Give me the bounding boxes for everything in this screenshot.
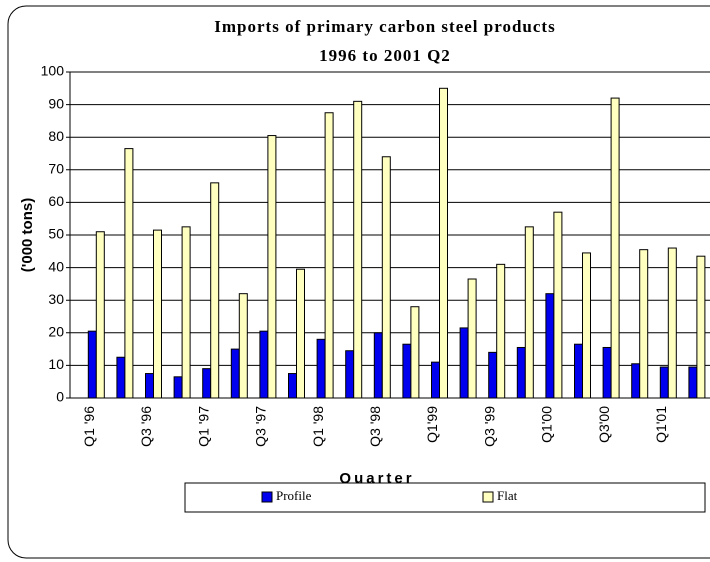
y-tick-label: 20 <box>48 324 64 340</box>
bar <box>124 148 134 399</box>
bar <box>439 87 448 399</box>
bar <box>87 330 97 399</box>
y-tick-label: 100 <box>41 63 65 79</box>
bar <box>459 327 469 399</box>
bar <box>631 363 641 399</box>
y-tick-label: 60 <box>48 193 64 209</box>
bar <box>602 346 612 399</box>
bar <box>488 351 498 399</box>
bar <box>95 231 105 399</box>
bar <box>173 376 183 399</box>
bar <box>582 252 591 399</box>
bar <box>230 348 240 399</box>
bar <box>524 226 534 399</box>
x-tick-label: Q3 '99 <box>481 406 497 447</box>
bar <box>259 330 269 399</box>
bar <box>267 135 277 399</box>
bar <box>467 278 477 399</box>
y-tick-label: 40 <box>48 258 64 274</box>
x-tick-label: Q1 '96 <box>81 406 97 447</box>
bar <box>353 100 363 399</box>
x-tick-label: Q3'00 <box>596 406 612 443</box>
legend-label: Flat <box>497 488 518 503</box>
chart-border <box>7 5 710 559</box>
bar <box>610 97 620 399</box>
bar <box>431 361 440 399</box>
y-tick-label: 80 <box>48 128 64 144</box>
y-axis-label: ('000 tons) <box>19 198 36 272</box>
x-tick-label: Q1 '97 <box>195 406 211 447</box>
legend-swatch <box>482 491 494 503</box>
bar <box>688 366 698 399</box>
x-tick-label: Q3 '98 <box>367 406 383 447</box>
bar <box>181 226 191 399</box>
bar <box>402 343 412 399</box>
bar <box>516 346 526 399</box>
bar <box>696 255 706 399</box>
bar <box>639 249 649 399</box>
y-tick-label: 70 <box>48 161 64 177</box>
legend-label: Profile <box>276 488 312 503</box>
bar <box>667 247 677 399</box>
chart-title: Imports of primary carbon steel products <box>214 17 555 36</box>
bar <box>116 356 126 399</box>
bar <box>238 293 248 399</box>
bar <box>496 263 506 399</box>
bar <box>373 332 383 399</box>
bar <box>210 182 220 399</box>
x-tick-label: Q3 '97 <box>253 406 269 447</box>
x-tick-label: Q1'01 <box>653 406 669 443</box>
chart-title: 1996 to 2001 Q2 <box>319 46 451 65</box>
bar <box>659 366 669 399</box>
bar <box>574 343 583 399</box>
bar <box>381 156 391 399</box>
bar <box>296 268 305 399</box>
bar <box>545 293 555 399</box>
x-tick-label: Q1 '98 <box>310 406 326 447</box>
x-tick-label: Q3 '96 <box>138 406 154 447</box>
y-tick-label: 50 <box>48 226 64 242</box>
legend-swatch <box>261 491 273 503</box>
y-tick-label: 90 <box>48 95 64 111</box>
bar <box>316 338 326 399</box>
bar <box>410 306 420 399</box>
x-tick-label: Q1'00 <box>539 406 555 443</box>
bar <box>288 373 297 399</box>
bar <box>324 112 334 399</box>
y-tick-label: 30 <box>48 291 64 307</box>
y-tick-label: 0 <box>56 389 64 405</box>
bar <box>153 229 162 399</box>
y-tick-label: 10 <box>48 356 64 372</box>
bar <box>202 368 212 399</box>
bar <box>145 373 154 399</box>
bar <box>553 211 563 399</box>
x-tick-label: Q1'99 <box>424 406 440 443</box>
bar <box>345 350 355 399</box>
